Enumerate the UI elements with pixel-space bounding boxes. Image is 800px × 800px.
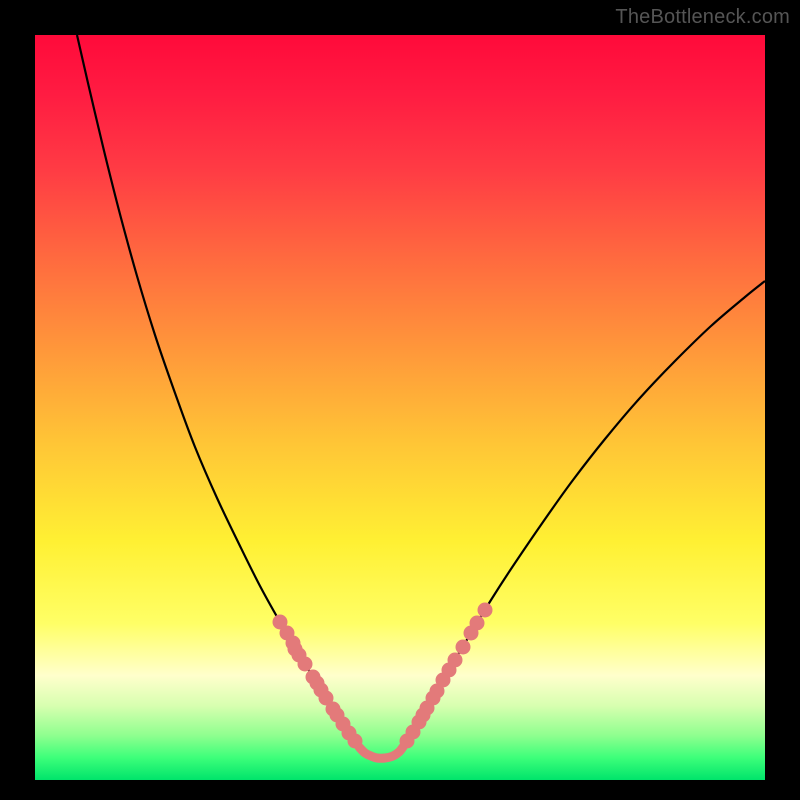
plot-area [35,35,765,780]
curve-marker [456,640,471,655]
plot-background [35,35,765,780]
curve-marker [478,603,493,618]
curve-marker [448,653,463,668]
curve-marker [470,616,485,631]
watermark-text: TheBottleneck.com [615,6,790,29]
curve-marker [298,657,313,672]
chart-root: TheBottleneck.com [0,0,800,800]
plot-svg [35,35,765,780]
curve-marker [348,734,363,749]
